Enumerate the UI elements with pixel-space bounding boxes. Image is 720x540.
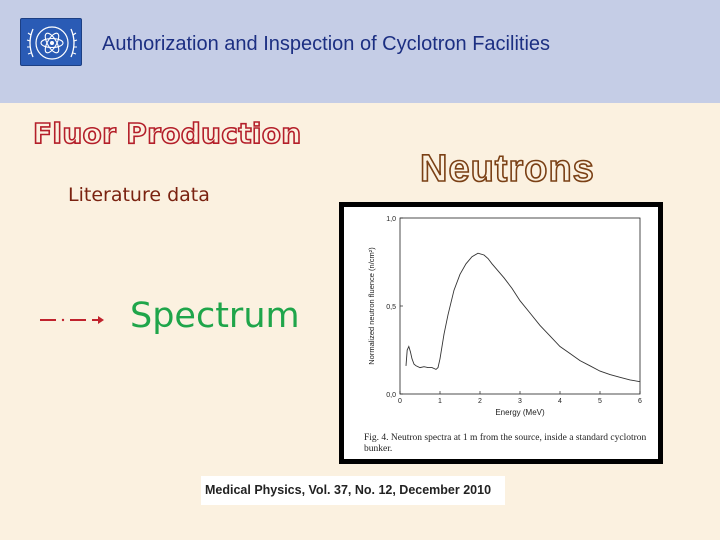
data-point	[483, 254, 485, 256]
data-point	[503, 277, 505, 279]
data-point	[511, 288, 513, 289]
x-tick-label: 4	[558, 398, 562, 405]
data-point	[599, 370, 601, 372]
data-point	[491, 263, 493, 265]
literature-data-label: Literature data	[68, 184, 210, 206]
data-point	[609, 374, 611, 375]
neutron-spectrum-figure: 0 1 2 3 4 5 6 0,0 0,5 1,0 Energy (MeV) Normalized…	[339, 202, 663, 464]
data-point	[431, 367, 433, 368]
neutron-spectrum-chart: 0 1 2 3 4 5 6 0,0 0,5 1,0 Energy (MeV) Normalized…	[367, 216, 642, 417]
citation-text: Medical Physics, Vol. 37, No. 12, Decemb…	[205, 483, 492, 497]
x-tick-label: 2	[478, 398, 482, 405]
citation-box: Medical Physics, Vol. 37, No. 12, Decemb…	[201, 476, 505, 505]
data-point	[471, 256, 473, 257]
data-point	[408, 346, 410, 347]
plot-frame	[399, 217, 641, 395]
data-point	[411, 358, 413, 360]
dash-dot-arrow-icon	[40, 316, 104, 324]
data-point	[423, 366, 425, 367]
data-point	[529, 312, 531, 314]
data-point	[465, 263, 467, 265]
x-axis-label: Energy (MeV)	[495, 408, 545, 417]
y-tick-label: 0,5	[386, 304, 396, 311]
x-tick-label: 3	[518, 398, 522, 405]
data-point	[405, 365, 407, 367]
data-point	[487, 258, 489, 259]
data-point	[443, 333, 445, 335]
figure-caption: Fig. 4. Neutron spectra at 1 m from the …	[364, 433, 647, 454]
data-point	[589, 365, 591, 367]
data-point	[413, 363, 415, 365]
data-point	[539, 325, 541, 326]
data-point	[519, 300, 521, 301]
x-tick-label: 5	[598, 398, 602, 405]
y-tick-label: 0,0	[386, 392, 396, 399]
spectrum-label: Spectrum	[130, 296, 300, 336]
data-point	[427, 367, 429, 368]
data-point	[639, 381, 641, 382]
iaea-logo-icon	[20, 18, 82, 66]
data-point	[549, 335, 551, 337]
fluor-production-heading: Fluor Production	[32, 116, 302, 151]
data-point	[629, 379, 631, 381]
data-point	[435, 369, 437, 370]
data-point	[415, 365, 417, 367]
data-point	[410, 351, 411, 353]
data-point	[559, 346, 561, 347]
data-point	[497, 270, 499, 272]
data-point	[569, 353, 571, 354]
data-point	[453, 289, 455, 291]
data-point	[579, 360, 581, 361]
figure-panel: 0 1 2 3 4 5 6 0,0 0,5 1,0 Energy (MeV) Normalized…	[344, 207, 658, 459]
y-tick-label: 1,0	[386, 216, 396, 223]
y-axis-label: Normalized neutron fluence (n/cm²)	[367, 247, 376, 365]
neutrons-heading: Neutrons	[419, 147, 595, 191]
header-title: Authorization and Inspection of Cyclotro…	[102, 33, 551, 55]
data-point	[406, 349, 408, 351]
x-tick-label: 1	[438, 398, 442, 405]
header-bar: Authorization and Inspection of Cyclotro…	[0, 0, 720, 103]
x-tick-label: 6	[638, 398, 642, 405]
data-point	[439, 358, 441, 360]
data-point	[419, 367, 421, 368]
data-point	[619, 377, 621, 378]
data-point	[477, 252, 479, 254]
data-point	[437, 367, 439, 368]
data-point	[459, 274, 461, 275]
spectrum-line	[405, 252, 641, 383]
data-point	[447, 314, 449, 316]
x-tick-label: 0	[398, 398, 402, 405]
